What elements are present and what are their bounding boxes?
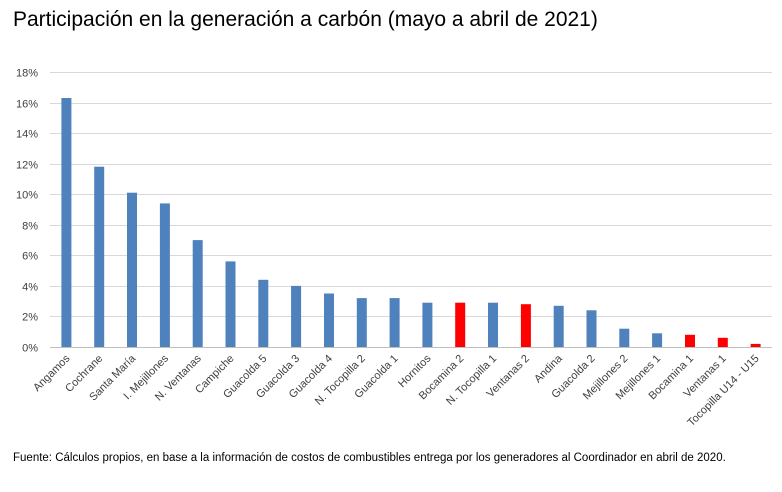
- y-tick-label: 2%: [22, 312, 38, 324]
- bar: [619, 328, 630, 347]
- chart-title: Participación en la generación a carbón …: [13, 8, 598, 31]
- bar: [586, 310, 597, 347]
- bar: [159, 203, 170, 347]
- bar: [61, 98, 72, 347]
- bar: [455, 302, 466, 347]
- bar: [291, 285, 302, 347]
- bar: [422, 302, 433, 347]
- y-tick-label: 14%: [16, 129, 38, 141]
- y-axis-ticks: 0% 2% 4% 6% 8% 10% 12% 14% 16% 18%: [16, 68, 38, 355]
- y-tick-label: 12%: [16, 160, 38, 172]
- gridlines: [50, 72, 772, 317]
- bar: [94, 166, 105, 347]
- bar: [520, 304, 531, 347]
- bar: [488, 302, 498, 347]
- y-tick-label: 8%: [22, 221, 38, 233]
- y-tick-label: 6%: [22, 251, 38, 263]
- bar: [389, 298, 400, 347]
- bar: [225, 261, 236, 347]
- bar: [356, 298, 367, 347]
- y-tick-label: 4%: [22, 282, 38, 294]
- y-tick-label: 0%: [22, 343, 38, 355]
- bar: [750, 343, 761, 347]
- bars: [61, 98, 761, 348]
- bar: [652, 333, 663, 348]
- bar: [324, 293, 334, 347]
- bar: [685, 334, 695, 347]
- y-tick-label: 10%: [16, 190, 38, 202]
- bar: [258, 279, 269, 347]
- source-note: Fuente: Cálculos propios, en base a la i…: [13, 452, 726, 464]
- bar: [127, 192, 137, 347]
- y-tick-label: 16%: [16, 99, 38, 111]
- bar: [192, 240, 203, 347]
- bar: [553, 305, 564, 348]
- y-tick-label: 18%: [16, 68, 38, 80]
- bar: [717, 337, 728, 347]
